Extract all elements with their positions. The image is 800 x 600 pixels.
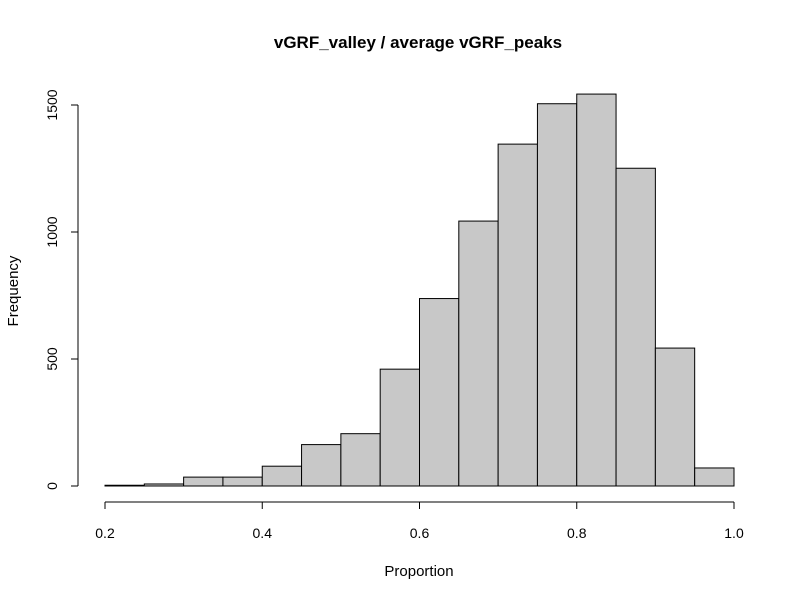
histogram-bar-5 (261, 465, 303, 487)
x-axis: 0.2 0.4 0.6 0.8 1.0 (95, 501, 744, 541)
histogram-bar-16 (694, 467, 735, 487)
chart-title: vGRF_valley / average vGRF_peaks (274, 33, 562, 52)
histogram-bar-2 (143, 483, 185, 487)
x-tick-label: 0.4 (253, 525, 273, 541)
y-axis: 0 500 1000 1500 (44, 89, 79, 490)
x-tick-label: 0.2 (95, 525, 115, 541)
histogram-bar-3 (183, 476, 224, 487)
histogram-bar-15 (654, 347, 696, 487)
histogram-bar-7 (340, 433, 381, 487)
histogram-bar-12 (536, 103, 578, 487)
histogram-bar-9 (419, 298, 460, 487)
x-axis-label: Proportion (384, 563, 453, 580)
histogram-bar-8 (379, 368, 421, 487)
y-tick-label: 1500 (44, 89, 60, 120)
histogram-bar-6 (301, 444, 342, 487)
y-axis-label: Frequency (5, 255, 22, 326)
y-tick-label: 500 (44, 347, 60, 371)
histogram-bar-4 (222, 476, 263, 487)
y-tick-label: 0 (44, 482, 60, 490)
histogram-bar-10 (458, 220, 499, 487)
x-tick-label: 0.6 (410, 525, 430, 541)
bars-group (104, 93, 735, 487)
histogram-bar-13 (576, 93, 617, 487)
x-tick-label: 1.0 (724, 525, 744, 541)
histogram-bar-14 (615, 167, 656, 487)
x-tick-label: 0.8 (567, 525, 587, 541)
histogram-bar-1 (104, 484, 145, 487)
histogram-bar-11 (497, 143, 538, 487)
y-tick-label: 1000 (44, 216, 60, 247)
